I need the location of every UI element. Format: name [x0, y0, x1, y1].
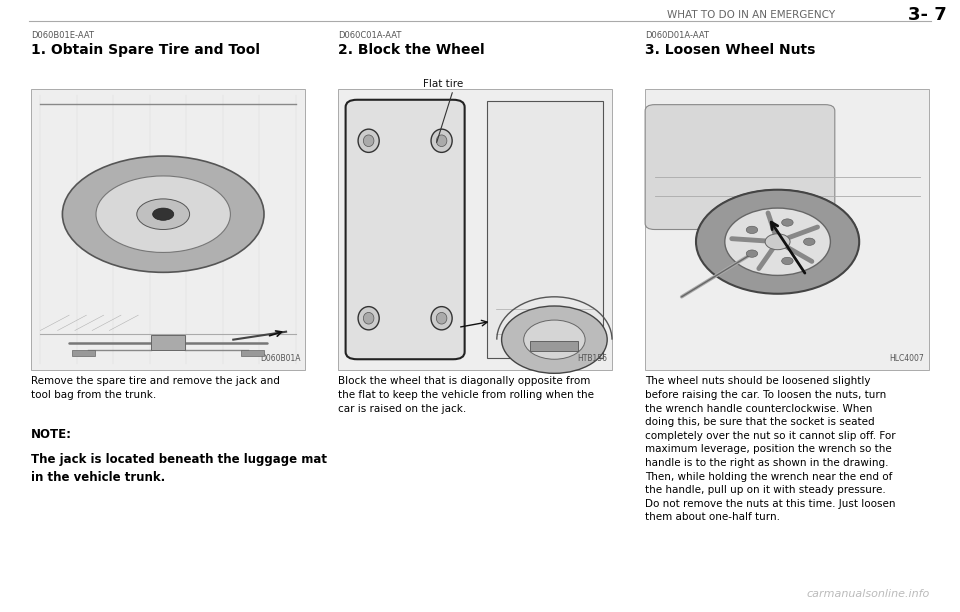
- Ellipse shape: [358, 129, 379, 152]
- Text: 1. Obtain Spare Tire and Tool: 1. Obtain Spare Tire and Tool: [31, 43, 260, 57]
- Text: D060D01A-AAT: D060D01A-AAT: [645, 31, 709, 40]
- Bar: [151, 335, 185, 350]
- Circle shape: [781, 257, 793, 264]
- Circle shape: [746, 226, 757, 234]
- Bar: [72, 350, 95, 356]
- Ellipse shape: [136, 199, 190, 230]
- Ellipse shape: [363, 135, 373, 147]
- Text: The wheel nuts should be loosened slightly
before raising the car. To loosen the: The wheel nuts should be loosened slight…: [645, 376, 896, 523]
- Bar: [31, 89, 305, 370]
- Bar: [241, 350, 264, 356]
- Ellipse shape: [431, 307, 452, 330]
- Ellipse shape: [153, 208, 174, 220]
- Text: 2. Block the Wheel: 2. Block the Wheel: [338, 43, 485, 57]
- Circle shape: [501, 306, 607, 373]
- Ellipse shape: [436, 312, 446, 324]
- Circle shape: [804, 238, 815, 245]
- Text: 3. Loosen Wheel Nuts: 3. Loosen Wheel Nuts: [645, 43, 815, 57]
- Circle shape: [781, 219, 793, 226]
- Text: HLC4007: HLC4007: [890, 354, 924, 363]
- Text: WHAT TO DO IN AN EMERGENCY: WHAT TO DO IN AN EMERGENCY: [667, 10, 835, 20]
- Bar: [487, 101, 603, 358]
- FancyBboxPatch shape: [346, 100, 465, 359]
- Ellipse shape: [363, 312, 373, 324]
- Text: NOTE:: NOTE:: [31, 428, 72, 441]
- Circle shape: [765, 234, 790, 250]
- Text: D060C01A-AAT: D060C01A-AAT: [338, 31, 401, 40]
- Text: D060B01E-AAT: D060B01E-AAT: [31, 31, 94, 40]
- Ellipse shape: [358, 307, 379, 330]
- Ellipse shape: [431, 129, 452, 152]
- Text: 3- 7: 3- 7: [908, 6, 947, 24]
- FancyBboxPatch shape: [645, 105, 835, 230]
- Ellipse shape: [62, 156, 264, 272]
- Ellipse shape: [96, 176, 230, 252]
- Circle shape: [696, 190, 859, 294]
- Circle shape: [746, 250, 757, 257]
- Text: D060B01A: D060B01A: [260, 354, 300, 363]
- Text: HTB156: HTB156: [578, 354, 608, 363]
- Circle shape: [725, 208, 830, 275]
- Text: carmanualsonline.info: carmanualsonline.info: [806, 589, 929, 599]
- Bar: [530, 341, 578, 351]
- Text: Remove the spare tire and remove the jack and
tool bag from the trunk.: Remove the spare tire and remove the jac…: [31, 376, 279, 400]
- Text: Flat tire: Flat tire: [423, 79, 464, 89]
- Ellipse shape: [436, 135, 446, 147]
- Text: The jack is located beneath the luggage mat
in the vehicle trunk.: The jack is located beneath the luggage …: [31, 453, 326, 484]
- Circle shape: [524, 320, 586, 359]
- Bar: [645, 89, 929, 370]
- Bar: [338, 89, 612, 370]
- Text: Block the wheel that is diagonally opposite from
the flat to keep the vehicle fr: Block the wheel that is diagonally oppos…: [338, 376, 594, 414]
